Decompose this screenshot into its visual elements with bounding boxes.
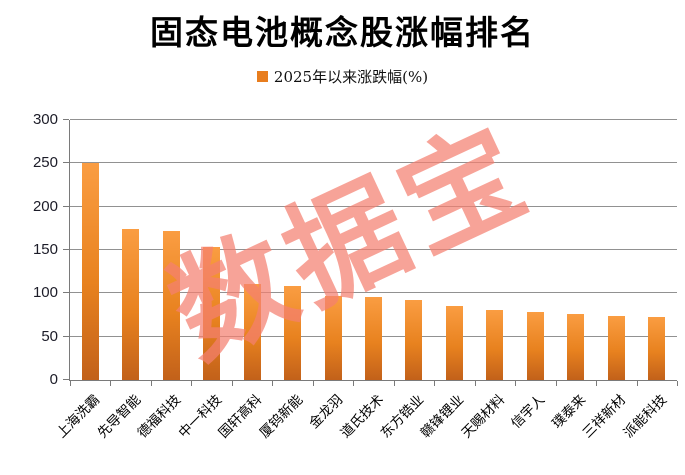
bar-上海洗霸 [81,163,99,380]
bar-东方锆业 [405,300,423,380]
y-axis-label-250: 250 [32,154,58,172]
y-axis-label-50: 50 [41,327,58,345]
legend-swatch-icon [256,71,268,82]
x-tickmark-14 [637,381,638,386]
legend-label: 2025年以来涨跌幅(%) [273,68,429,86]
bar-厦钨新能 [284,286,302,380]
gridline-300 [70,119,677,120]
x-tickmark-4 [232,381,233,386]
bar-天赐材料 [486,310,504,380]
y-axis-label-300: 300 [32,111,58,128]
x-tickmark-7 [353,381,354,386]
bar-中一科技 [203,247,221,380]
x-tickmark-13 [596,381,597,386]
x-tickmark-11 [515,381,516,386]
bar-金龙羽 [324,296,342,380]
x-tickmark-2 [151,381,152,386]
y-axis-label-0: 0 [49,371,58,388]
y-tickmark-150 [63,249,69,250]
bar-三祥新材 [607,316,625,380]
bar-信宇人 [526,312,544,380]
x-tickmark-5 [272,381,273,386]
y-axis-label-150: 150 [32,241,58,258]
legend: 2025年以来涨跌幅(%) [0,66,685,87]
y-tickmark-300 [63,119,69,120]
x-tickmark-6 [313,381,314,386]
y-tickmark-100 [63,292,69,294]
y-tickmark-0 [63,379,69,380]
x-tickmark-1 [110,381,111,386]
x-tickmark-15 [677,381,678,386]
bar-赣锋锂业 [445,306,463,380]
y-tickmark-50 [63,335,69,337]
y-tickmark-200 [63,205,69,207]
chart-title: 固态电池概念股涨幅排名 [150,13,535,52]
gridline-250 [70,162,677,164]
bar-德福科技 [162,231,180,380]
x-tickmark-12 [556,381,557,386]
y-tickmark-250 [63,162,69,164]
bar-璞泰来 [567,314,585,380]
bar-先导智能 [122,229,140,380]
plot-area [63,119,678,386]
bar-国轩高科 [243,284,261,380]
y-axis-label-100: 100 [32,284,58,302]
gridline-200 [70,205,677,207]
x-tickmark-3 [191,381,192,386]
x-tickmark-9 [434,381,435,386]
x-tickmark-10 [475,381,476,386]
bar-道氏技术 [365,297,382,380]
x-tickmark-0 [70,381,71,386]
gridline-150 [70,249,677,250]
bar-派能科技 [648,317,666,380]
gridline-100 [70,292,677,294]
x-tickmark-8 [394,381,395,386]
y-axis-label-200: 200 [32,197,58,215]
